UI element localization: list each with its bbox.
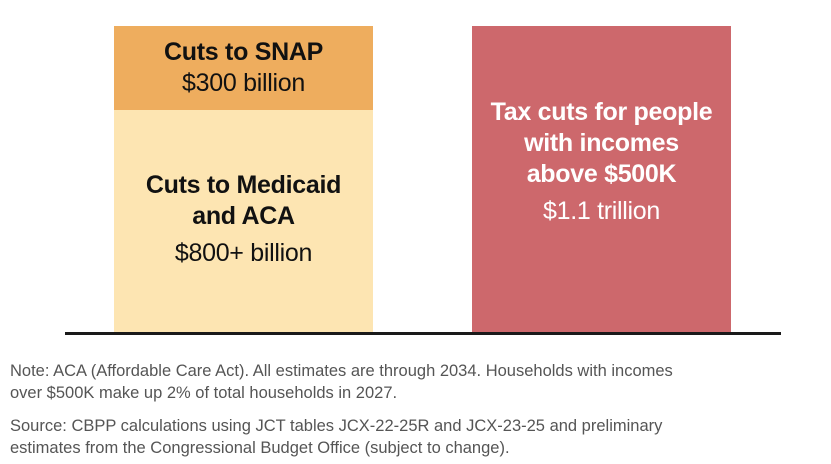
chart-note-line-2: over $500K make up 2% of total household… xyxy=(10,384,398,402)
chart-source-line-2: estimates from the Congressional Budget … xyxy=(10,439,510,457)
bar-label-medicaid-line-2: and ACA xyxy=(192,201,295,230)
bar-label-medicaid-line-1: Cuts to Medicaid xyxy=(145,170,342,199)
bar-label-tax-line-1: Tax cuts for people xyxy=(490,97,713,126)
bar-value-tax: $1.1 trillion xyxy=(543,196,660,225)
bar-label-tax-line-3: above $500K xyxy=(526,159,677,188)
bar-value-medicaid: $800+ billion xyxy=(174,238,313,267)
chart-source-line-1: Source: CBPP calculations using JCT tabl… xyxy=(10,417,663,435)
bar-segment-snap-cuts: Cuts to SNAP $300 billion xyxy=(114,26,373,110)
bar-label-tax-line-2: with incomes xyxy=(524,128,679,157)
chart-note-line-1: Note: ACA (Affordable Care Act). All est… xyxy=(10,362,673,380)
chart-note: Note: ACA (Affordable Care Act). All est… xyxy=(10,360,825,404)
bar-label-snap: Cuts to SNAP xyxy=(164,37,323,66)
chart-baseline xyxy=(65,332,781,335)
bar-tax-cuts-high-income: Tax cuts for people with incomes above $… xyxy=(472,26,731,333)
chart-source: Source: CBPP calculations using JCT tabl… xyxy=(10,415,825,459)
bar-value-snap: $300 billion xyxy=(182,68,305,97)
bar-segment-medicaid-aca-cuts: Cuts to Medicaid and ACA $800+ billion xyxy=(114,109,373,333)
